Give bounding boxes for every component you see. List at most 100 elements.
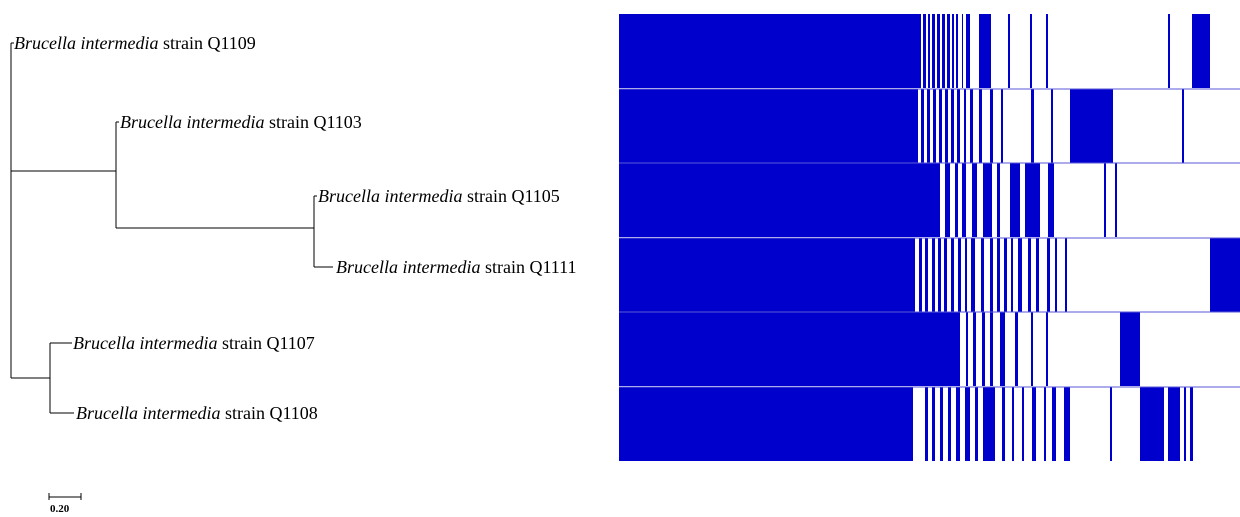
matrix-cell [990,89,993,163]
leaf-label-q1111: Brucella intermedia strain Q1111 [336,257,576,277]
matrix-cell [1031,89,1034,163]
matrix-cell [932,238,935,312]
matrix-cell [964,89,966,163]
matrix-cell [1051,89,1053,163]
matrix-cell [1010,163,1020,237]
matrix-cell [979,14,991,88]
matrix-cell [619,387,913,461]
matrix-cell [1001,89,1003,163]
matrix-cell [956,387,960,461]
matrix-cell [933,89,936,163]
matrix-cell [970,89,973,163]
matrix-cell [951,89,954,163]
matrix-cell [981,238,984,312]
matrix-cell [990,312,993,386]
matrix-cell [945,89,948,163]
matrix-cell [955,163,958,237]
matrix-cell [937,14,940,88]
matrix-cell [1000,312,1005,386]
matrix-row-q1107 [619,312,1140,386]
matrix-cell [1064,387,1070,461]
leaf-label-q1108: Brucella intermedia strain Q1108 [76,403,318,423]
matrix-cell [942,14,945,88]
matrix-cell [1190,387,1193,461]
leaf-label-q1105: Brucella intermedia strain Q1105 [318,186,560,206]
matrix-cell [925,387,928,461]
matrix-cell [945,163,950,237]
matrix-cell [938,238,941,312]
matrix-cell [983,387,995,461]
matrix-cell [965,238,967,312]
matrix-cell [1055,238,1057,312]
matrix-cell [1030,14,1032,88]
matrix-row-q1109 [619,14,1210,88]
matrix-cell [958,238,961,312]
matrix-cell [1011,238,1013,312]
matrix-cell [619,312,960,386]
matrix-cell [990,238,993,312]
matrix-cell [1022,387,1024,461]
matrix-cell [1104,163,1106,237]
matrix-cell [997,238,1000,312]
matrix-cell [1044,387,1046,461]
phylogenetic-tree: Brucella intermedia strain Q1109 Brucell… [10,33,576,515]
matrix-cell [1012,387,1014,461]
matrix-cell [983,163,992,237]
matrix-cell [927,89,930,163]
matrix-cell [1115,163,1117,237]
matrix-cell [1004,238,1007,312]
matrix-cell [1192,14,1210,88]
matrix-cell [1048,163,1054,237]
matrix-cell [1070,89,1113,163]
matrix-cell [1032,387,1036,461]
matrix-cell [1184,387,1186,461]
matrix-cell [965,387,970,461]
matrix-cell [944,238,947,312]
matrix-cell [1047,238,1050,312]
matrix-cell [975,387,978,461]
matrix-cell [1002,387,1005,461]
matrix-cell [1065,238,1067,312]
matrix-cell [1036,238,1039,312]
matrix-cell [951,238,954,312]
matrix-cell [619,89,918,163]
matrix-cell [979,89,982,163]
matrix-cell [619,238,915,312]
matrix-cell [972,163,977,237]
matrix-cell [1120,312,1140,386]
matrix-cell [619,163,940,237]
matrix-cell [939,89,942,163]
matrix-cell [1046,312,1048,386]
scale-bar-label: 0.20 [50,503,70,515]
matrix-cell [966,312,968,386]
matrix-cell [932,14,935,88]
matrix-cell [1008,14,1010,88]
matrix-cell [1210,238,1240,312]
matrix-row-q1105 [619,163,1117,237]
matrix-cell [940,387,943,461]
matrix-cell [952,14,954,88]
matrix-cell [997,163,1000,237]
matrix-cell [948,387,951,461]
matrix-cell [962,163,966,237]
matrix-cell [957,89,960,163]
matrix-cell [1025,163,1040,237]
matrix-cell [925,238,928,312]
matrix-cell [1018,238,1022,312]
matrix-cell [1182,89,1184,163]
matrix-cell [921,89,924,163]
matrix-cell [1031,312,1033,386]
matrix-cell [1015,312,1018,386]
leaf-label-q1103: Brucella intermedia strain Q1103 [120,112,362,132]
matrix-cell [923,14,926,88]
matrix-cell [973,312,976,386]
matrix-row-q1111 [619,238,1240,312]
matrix-cell [1028,238,1031,312]
matrix-row-q1108 [619,387,1193,461]
leaf-label-q1109: Brucella intermedia strain Q1109 [14,33,256,53]
scale-bar [48,493,82,500]
matrix-row-q1103 [619,89,1184,163]
matrix-cell [962,14,963,88]
matrix-cell [1046,14,1048,88]
matrix-cell [971,238,975,312]
